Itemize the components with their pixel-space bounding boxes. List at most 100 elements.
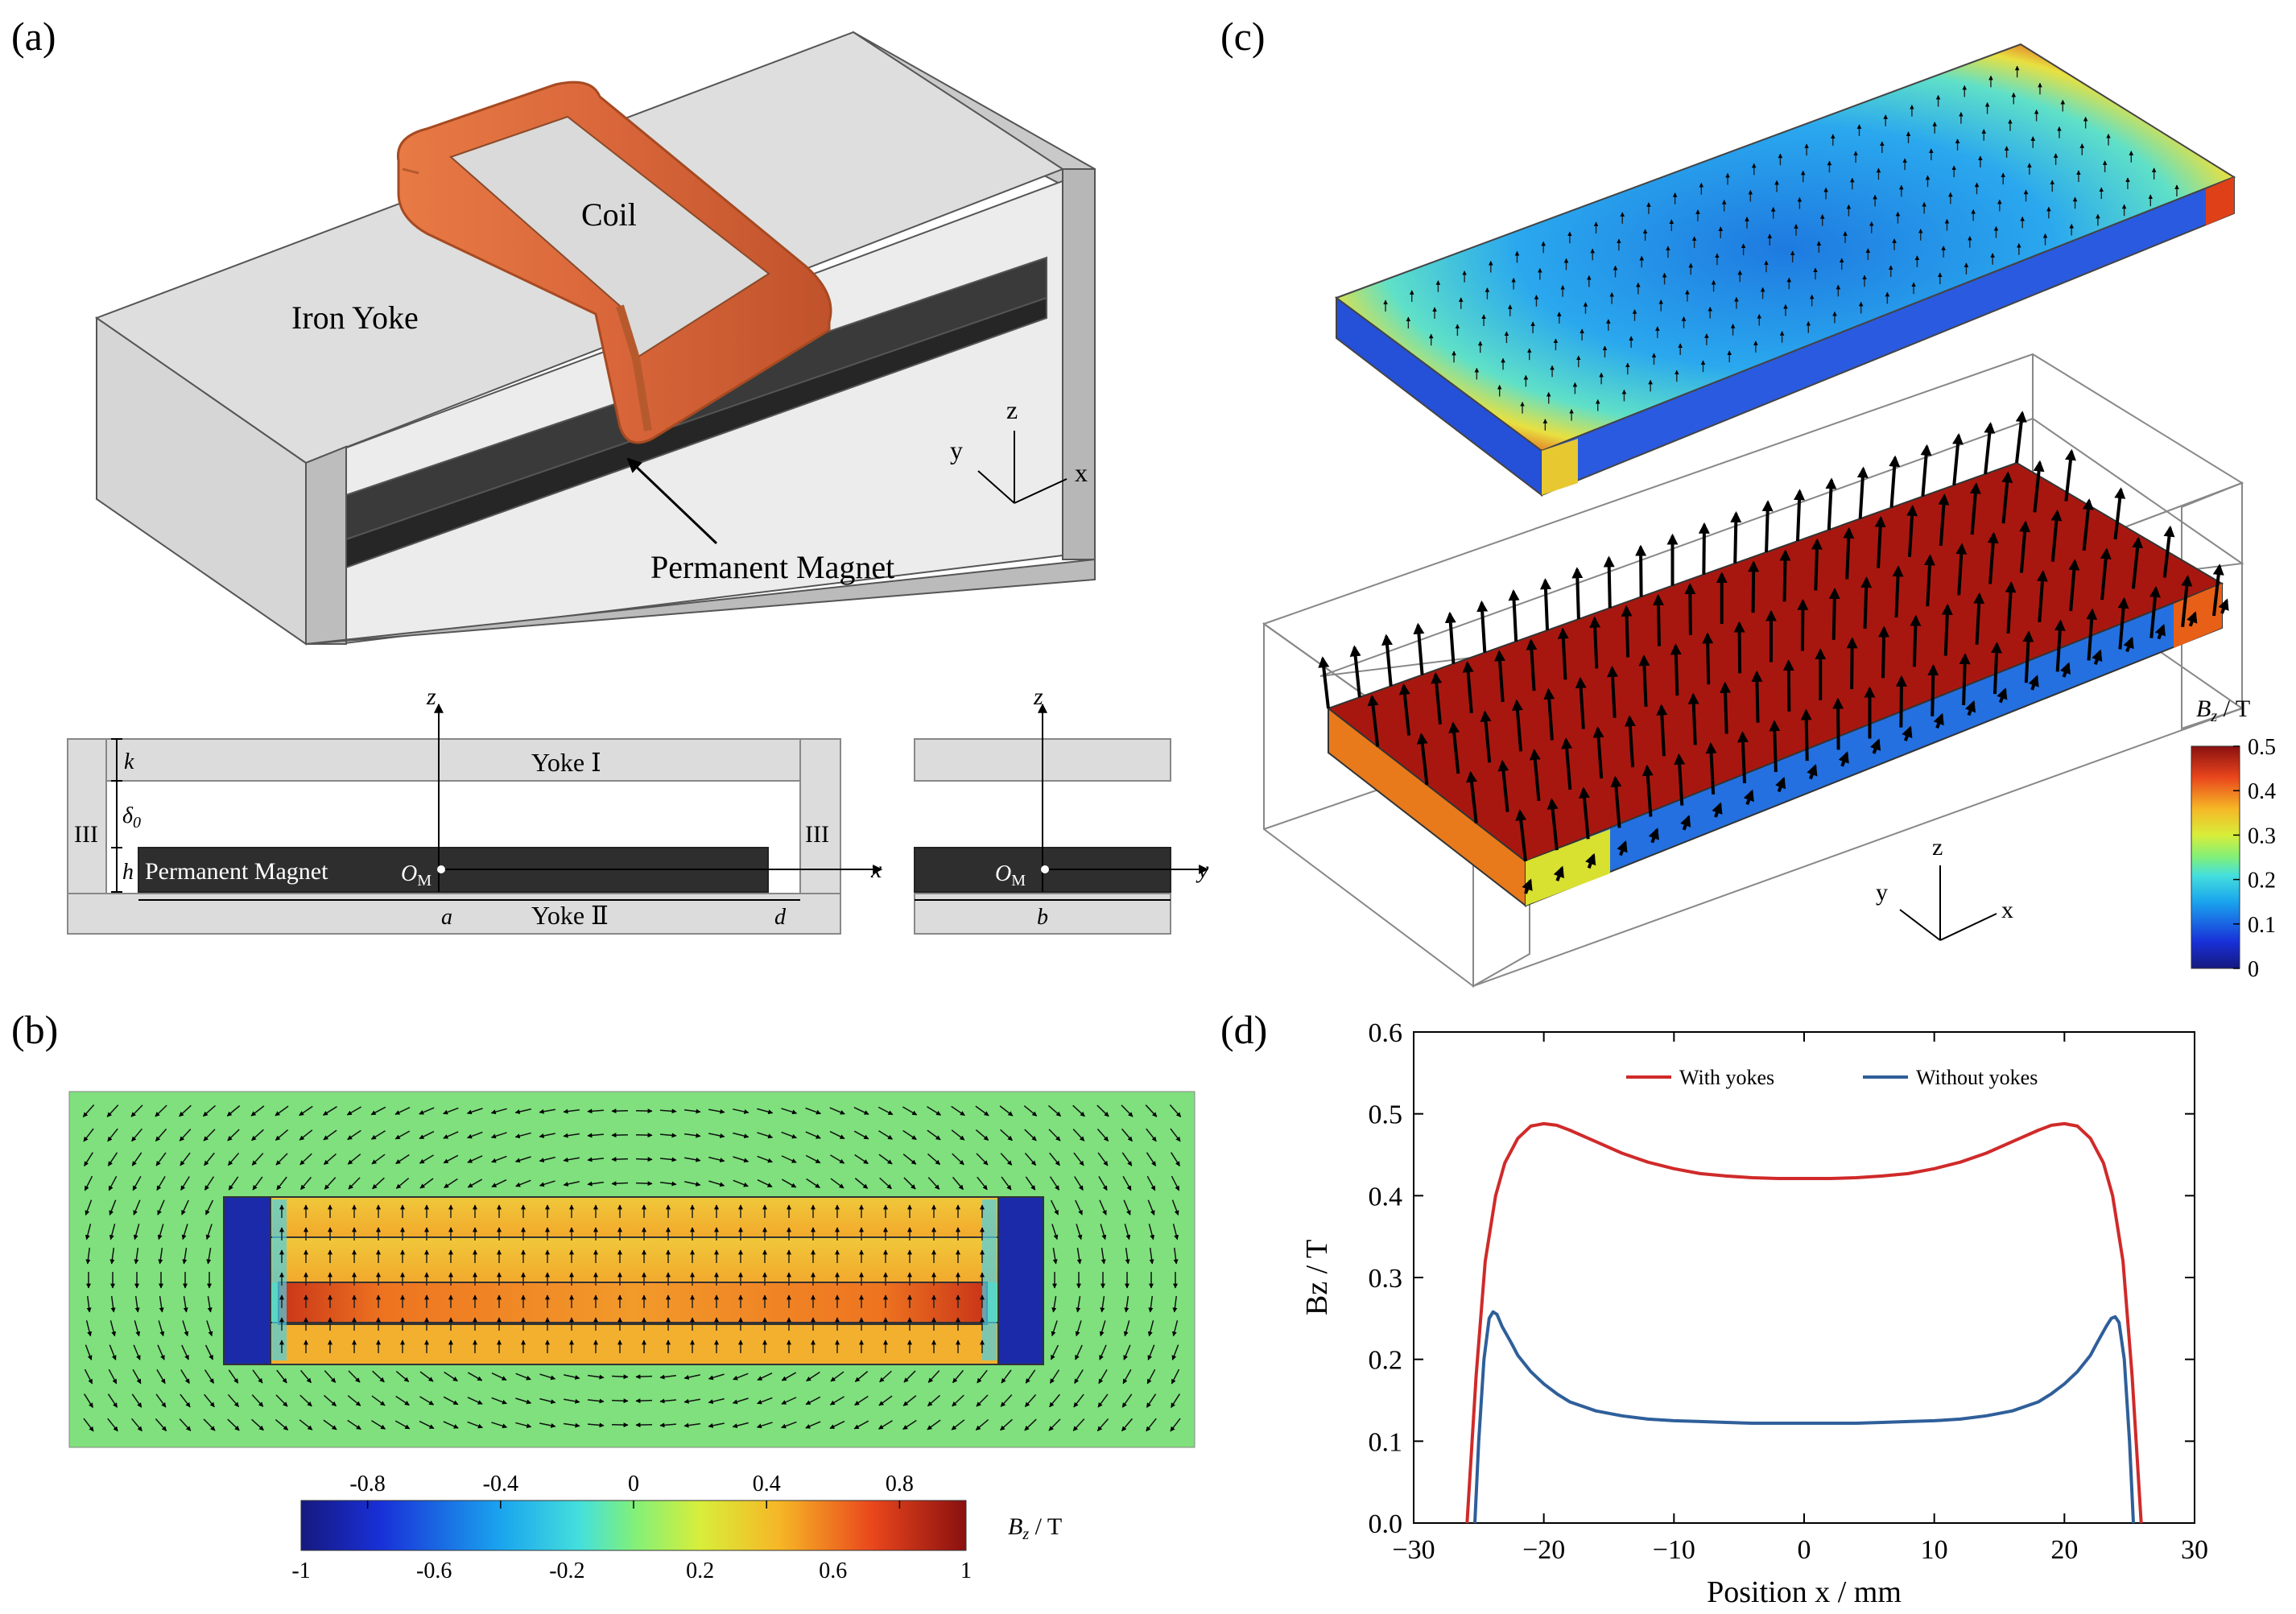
field-arrow bbox=[444, 1371, 458, 1382]
coil-3d bbox=[396, 80, 832, 444]
field-arrow bbox=[683, 1108, 701, 1114]
magnet-side-arrow bbox=[1933, 712, 1944, 729]
colorbar-b-tick-label: 0.6 bbox=[819, 1558, 847, 1583]
field-arrow bbox=[1049, 1393, 1060, 1408]
magnet-arrow bbox=[1652, 593, 1664, 646]
field-arrow bbox=[806, 1371, 820, 1382]
field-arrow bbox=[180, 1369, 190, 1385]
field-arrow bbox=[1074, 1176, 1084, 1191]
field-arrow bbox=[927, 1177, 940, 1190]
field-arrow bbox=[539, 1180, 555, 1187]
a-label: a bbox=[441, 905, 452, 930]
field-arrow bbox=[684, 1157, 701, 1162]
field-arrow bbox=[299, 1419, 313, 1430]
magnet-arrow bbox=[1860, 576, 1873, 629]
field-arrow bbox=[539, 1133, 555, 1138]
chart-d: −30 −20 −10 0 10 20 30 0.0 0.1 0.2 0.3 0.4 0.5 0.6 Pos… bbox=[1300, 1018, 2208, 1609]
field-arrow bbox=[370, 1130, 386, 1140]
field-arrow bbox=[1048, 1418, 1061, 1431]
field-arrow bbox=[204, 1199, 214, 1216]
field-arrow bbox=[1149, 1247, 1154, 1265]
field-arrow bbox=[131, 1128, 142, 1142]
x-tick-label: 0 bbox=[1798, 1535, 1811, 1565]
field-arrow bbox=[1171, 1152, 1180, 1166]
magnet-arrow bbox=[1575, 676, 1587, 729]
field-arrow bbox=[157, 1224, 164, 1240]
field-arrow bbox=[829, 1130, 845, 1140]
field-arrow bbox=[732, 1397, 749, 1405]
field-arrow bbox=[108, 1175, 118, 1191]
field-arrow bbox=[757, 1108, 774, 1115]
field-arrow bbox=[854, 1178, 869, 1189]
field-arrows-b bbox=[82, 1104, 1182, 1432]
om-label-yz: OM bbox=[995, 861, 1026, 890]
colorbar-b-title-unit: / T bbox=[1029, 1513, 1062, 1540]
field-arrow bbox=[443, 1154, 459, 1164]
field-arrow bbox=[1074, 1369, 1084, 1385]
field-arrow bbox=[1123, 1199, 1131, 1216]
field-arrow bbox=[587, 1374, 605, 1380]
field-arrow bbox=[419, 1396, 435, 1406]
magnet-arrow bbox=[1529, 748, 1541, 801]
field-arrow bbox=[952, 1176, 964, 1191]
field-arrow bbox=[276, 1369, 287, 1384]
field-arrow bbox=[204, 1344, 214, 1360]
field-arrow bbox=[1171, 1199, 1179, 1216]
colorbar-b-title-sub: z bbox=[1022, 1525, 1029, 1543]
yoke-3d-model bbox=[94, 31, 1096, 646]
axis-triad-c bbox=[1899, 865, 1997, 941]
magnet-arrow bbox=[1624, 715, 1636, 768]
field-arrow bbox=[1098, 1175, 1108, 1191]
field-arrow bbox=[1124, 1295, 1129, 1313]
h-label: h bbox=[122, 860, 134, 885]
field-arrow bbox=[227, 1129, 240, 1141]
field-arrow bbox=[204, 1393, 215, 1408]
field-arrow bbox=[563, 1157, 580, 1162]
magnet-arrow bbox=[1349, 645, 1361, 698]
field-arrow bbox=[1051, 1320, 1058, 1337]
field-arrow bbox=[346, 1106, 362, 1116]
field-arrow bbox=[757, 1397, 773, 1405]
field-arrow bbox=[395, 1154, 410, 1165]
axis-triad-a bbox=[977, 431, 1067, 504]
field-arrow bbox=[708, 1156, 725, 1163]
field-arrow bbox=[299, 1394, 312, 1407]
magnet-arrow bbox=[1973, 592, 1985, 645]
field-arrow bbox=[564, 1398, 580, 1404]
field-arrow bbox=[902, 1154, 917, 1165]
magnet-arrow bbox=[1987, 531, 1999, 584]
yoke-left-field bbox=[224, 1197, 270, 1364]
field-arrow bbox=[181, 1344, 189, 1360]
field-arrow bbox=[1123, 1344, 1131, 1360]
magnet-arrow bbox=[1444, 611, 1456, 664]
magnet-arrow bbox=[2131, 536, 2144, 589]
field-arrow bbox=[1122, 1368, 1132, 1385]
field-arrow bbox=[1147, 1320, 1154, 1337]
field-arrow bbox=[976, 1394, 989, 1407]
magnet-arrow bbox=[2064, 448, 2076, 502]
field-arrow bbox=[228, 1176, 239, 1191]
colorbar-c bbox=[2191, 745, 2240, 969]
field-arrow bbox=[539, 1422, 556, 1428]
field-arrow bbox=[251, 1129, 264, 1141]
magnet-side-arrow bbox=[1964, 700, 1976, 716]
field-arrow bbox=[275, 1394, 288, 1407]
field-arrow bbox=[227, 1152, 240, 1166]
field-arrow bbox=[1171, 1393, 1180, 1408]
field-arrow bbox=[1072, 1104, 1085, 1117]
field-arrow bbox=[371, 1154, 386, 1165]
magnet-arrow bbox=[1969, 482, 1981, 535]
y-tick-label: 0.0 bbox=[1369, 1509, 1403, 1539]
field-arrow bbox=[348, 1177, 361, 1190]
field-arrow bbox=[443, 1421, 459, 1429]
field-arrow bbox=[204, 1369, 215, 1384]
field-arrow bbox=[1170, 1418, 1181, 1432]
magnet-arrow bbox=[2050, 509, 2063, 562]
field-arrow bbox=[372, 1177, 385, 1190]
field-arrow bbox=[1096, 1418, 1109, 1432]
field-arrow bbox=[1072, 1418, 1085, 1431]
field-arrow bbox=[733, 1373, 749, 1381]
magnet-arrow bbox=[1494, 650, 1506, 703]
field-arrow bbox=[999, 1105, 1014, 1117]
